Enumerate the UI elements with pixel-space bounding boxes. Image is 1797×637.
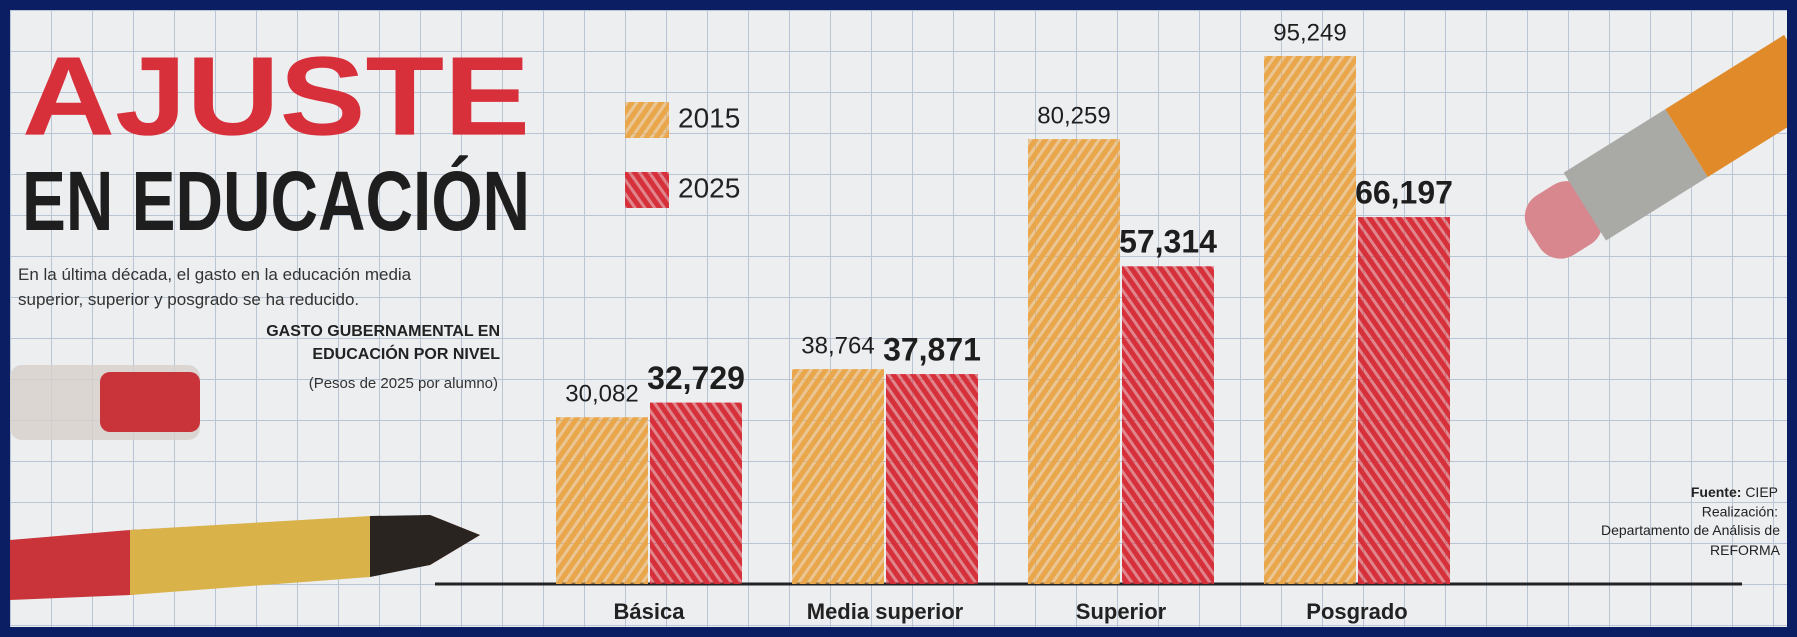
chart: AJUSTE EN EDUCACIÓN En la última década,… (10, 19, 1787, 624)
value-label: 95,249 (1273, 19, 1346, 46)
bar (886, 374, 978, 584)
x-tick-label: Superior (1076, 599, 1167, 624)
x-tick-label: Posgrado (1306, 599, 1407, 624)
value-label: 30,082 (565, 381, 638, 408)
source-label: Fuente: (1691, 484, 1742, 500)
value-label: 80,259 (1037, 102, 1110, 129)
bar (1028, 139, 1120, 585)
chart-label-box: GASTO GUBERNAMENTAL EN EDUCACIÓN POR NIV… (266, 323, 500, 363)
bar (556, 417, 648, 584)
title: AJUSTE (22, 34, 530, 159)
legend-swatch (625, 102, 669, 138)
legend-label: 2015 (678, 102, 740, 133)
chart-label: GASTO GUBERNAMENTAL EN EDUCACIÓN POR NIV… (266, 323, 500, 363)
units: (Pesos de 2025 por alumno) (309, 375, 498, 392)
pencil-bottom (10, 515, 480, 600)
pencil-left (10, 365, 200, 440)
bar (1122, 266, 1214, 584)
value-label: 37,871 (883, 332, 981, 368)
x-tick-label: Básica (614, 599, 686, 624)
bar (1358, 217, 1450, 585)
bar (650, 402, 742, 584)
source-text: CIEP (1745, 484, 1778, 500)
subtitle: EN EDUCACIÓN (22, 154, 530, 248)
credit-label: Realización: (1702, 504, 1778, 520)
credit-box: Departamento de Análisis de REFORMA (1601, 522, 1780, 558)
description: En la última década, el gasto en la educ… (18, 265, 412, 309)
source: Fuente: CIEP (1691, 484, 1778, 500)
x-tick-label: Media superior (807, 599, 964, 624)
value-label: 57,314 (1119, 224, 1217, 260)
value-label: 66,197 (1355, 174, 1453, 210)
value-label: 38,764 (801, 332, 874, 359)
bar (792, 369, 884, 584)
bar (1264, 56, 1356, 584)
legend-label: 2025 (678, 172, 740, 203)
legend-swatch (625, 172, 669, 208)
pencil-top-right (1524, 34, 1787, 259)
value-label: 32,729 (647, 360, 745, 396)
credit: Departamento de Análisis de REFORMA (1601, 522, 1780, 558)
description-box: En la última década, el gasto en la educ… (18, 265, 412, 309)
